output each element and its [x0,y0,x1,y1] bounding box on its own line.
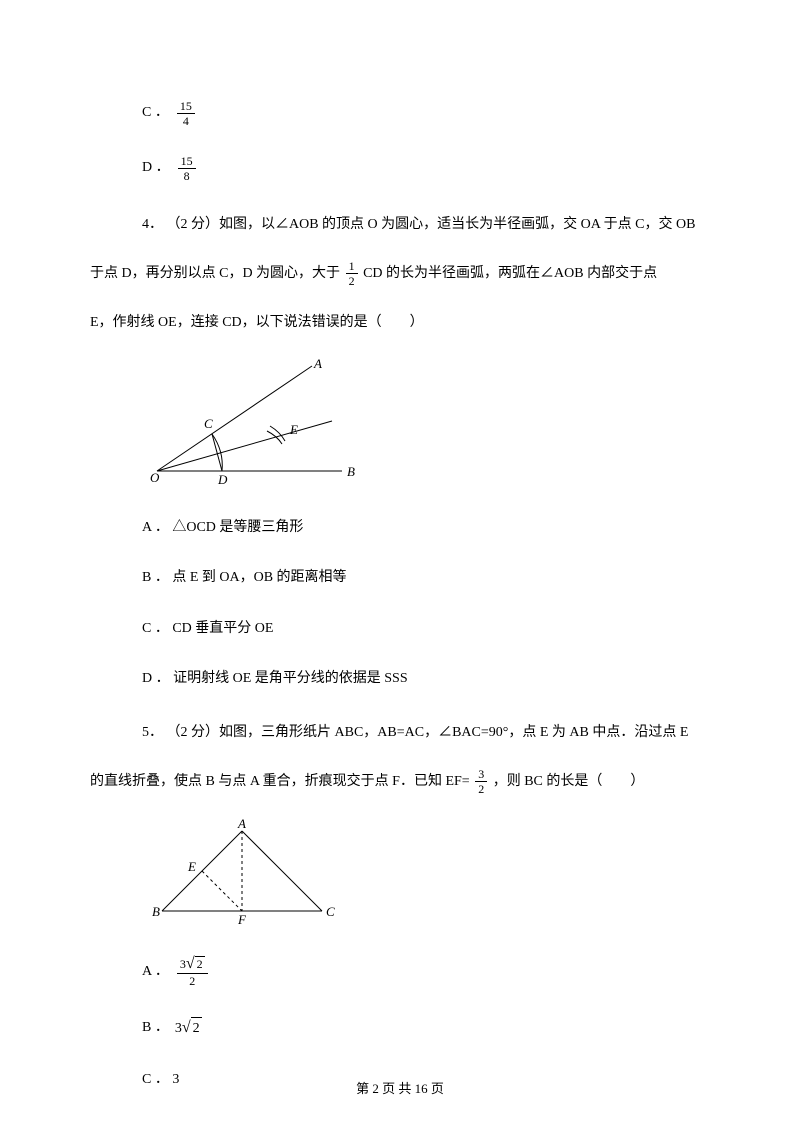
figure-q4: O A B C D E [142,356,710,494]
q5-option-b: B ． 3√2 [90,1015,710,1041]
fraction-3sqrt2-2: 3√2 2 [177,956,208,987]
q5-option-a: A ． 3√2 2 [90,956,710,987]
question-4-line2: 于点 D，再分别以点 C，D 为圆心，大于 12 CD 的长为半径画弧，两弧在∠… [90,259,710,290]
option-d: D ． 15 8 [90,155,710,182]
fraction-1-2: 12 [346,260,358,287]
question-4-line1: 4． （2 分）如图，以∠AOB 的顶点 O 为圆心，适当长为半径画弧，交 OA… [90,210,710,241]
question-5-line2: 的直线折叠，使点 B 与点 A 重合，折痕现交于点 F．已知 EF= 32 ，则… [90,767,710,798]
question-4-line3: E，作射线 OE，连接 CD，以下说法错误的是（ ） [90,308,710,339]
q4-option-d: D ． 证明射线 OE 是角平分线的依据是 SSS [90,668,710,690]
svg-text:E: E [289,422,298,437]
figure-q5: A B C E F [142,816,710,934]
q4-option-c: C ． CD 垂直平分 OE [90,618,710,640]
svg-text:C: C [204,416,213,431]
svg-text:B: B [347,464,355,479]
q4-option-b: B ． 点 E 到 OA，OB 的距离相等 [90,567,710,589]
fraction-15-4: 15 4 [177,100,195,127]
svg-text:B: B [152,904,160,919]
expr-3sqrt2: 3√2 [175,1015,202,1041]
svg-text:A: A [237,816,246,831]
svg-text:F: F [237,912,247,926]
svg-text:E: E [187,859,196,874]
svg-text:O: O [150,470,160,485]
fraction-15-8: 15 8 [178,155,196,182]
question-5-line1: 5． （2 分）如图，三角形纸片 ABC，AB=AC，∠BAC=90°，点 E … [90,718,710,749]
page-footer: 第 2 页 共 16 页 [0,1079,800,1100]
svg-text:C: C [326,904,335,919]
q4-option-a: A ． △OCD 是等腰三角形 [90,517,710,539]
option-c: C ． 15 4 [90,100,710,127]
option-c-label: C ． [142,102,169,124]
svg-text:D: D [217,472,228,486]
svg-text:A: A [313,356,322,371]
option-d-label: D ． [142,157,170,179]
fraction-3-2: 32 [475,768,487,795]
